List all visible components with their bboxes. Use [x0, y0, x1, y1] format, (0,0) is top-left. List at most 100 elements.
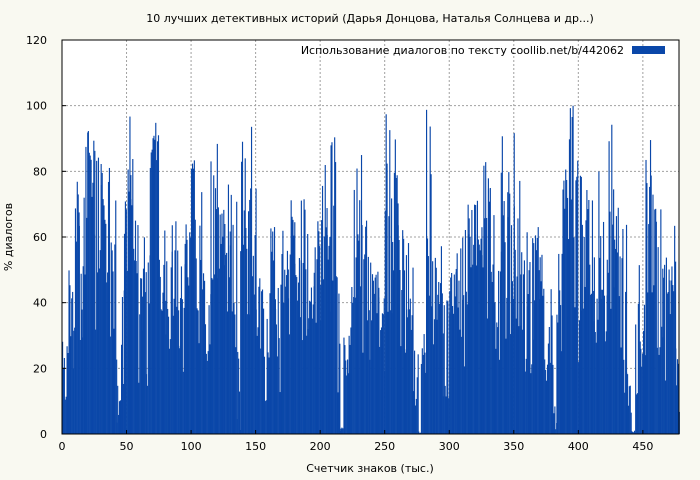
data-bar: [603, 295, 606, 434]
data-bar: [336, 277, 338, 434]
data-bar: [105, 223, 107, 434]
data-bar: [299, 317, 301, 434]
data-bar: [225, 254, 227, 434]
data-bar: [353, 189, 355, 434]
data-bar: [448, 398, 450, 434]
data-bar: [197, 310, 199, 434]
data-bar: [664, 264, 666, 434]
data-bar: [501, 136, 503, 434]
data-bar: [135, 260, 137, 434]
data-bar: [541, 254, 543, 434]
data-bar: [261, 291, 263, 434]
data-bar: [521, 252, 523, 434]
data-bar: [597, 319, 599, 434]
data-bar: [242, 244, 244, 434]
data-bar: [187, 277, 189, 434]
data-bar: [220, 243, 222, 434]
data-bar: [559, 305, 562, 434]
data-bar: [378, 287, 380, 434]
data-bar: [415, 398, 417, 434]
data-bar: [475, 265, 478, 434]
data-bar: [617, 207, 619, 434]
data-bar: [550, 289, 552, 434]
data-bar: [140, 278, 142, 434]
data-bar: [250, 188, 252, 434]
data-bar: [466, 304, 468, 434]
data-bar: [63, 357, 65, 434]
data-bar: [344, 345, 346, 434]
data-bar: [616, 252, 618, 434]
data-bar: [196, 308, 198, 434]
data-bar: [522, 274, 525, 434]
data-bar: [241, 161, 243, 435]
data-bar: [380, 330, 382, 434]
data-bar: [214, 274, 216, 434]
data-bar: [560, 351, 563, 434]
data-bar: [553, 413, 555, 434]
data-bar: [103, 205, 105, 434]
data-bar: [445, 396, 447, 434]
data-bar: [232, 224, 234, 434]
data-bar: [347, 373, 350, 434]
data-bar: [613, 287, 615, 434]
data-bar: [359, 200, 361, 434]
data-bar: [662, 268, 664, 434]
data-bar: [627, 405, 630, 434]
data-bar: [272, 231, 274, 434]
data-bar: [74, 327, 76, 434]
data-bar: [248, 211, 250, 434]
data-bar: [593, 257, 595, 434]
data-bar: [431, 306, 433, 434]
data-bar: [382, 314, 384, 434]
data-bar: [643, 304, 646, 434]
data-bar: [195, 258, 197, 434]
data-bar: [282, 230, 284, 434]
data-bar: [362, 352, 364, 434]
data-bar: [531, 364, 533, 434]
data-bar: [629, 385, 631, 434]
data-bar: [290, 200, 292, 434]
data-bar: [100, 185, 102, 434]
series-bars: [62, 105, 680, 435]
data-bar: [311, 318, 313, 434]
data-bar: [108, 167, 111, 434]
data-bar: [325, 227, 327, 434]
legend-label: Использование диалогов по тексту coollib…: [301, 44, 624, 57]
data-bar: [565, 169, 567, 435]
data-bar: [381, 313, 384, 434]
data-bar: [330, 145, 332, 434]
data-bar: [321, 220, 323, 434]
x-tick-label: 150: [245, 440, 266, 453]
data-bar: [449, 291, 451, 434]
data-bar: [240, 251, 242, 434]
data-bar: [522, 329, 524, 434]
data-bar: [625, 291, 627, 434]
data-bar: [371, 274, 374, 434]
data-bar: [335, 162, 337, 435]
data-bar: [353, 297, 355, 434]
chart-title: 10 лучших детективных историй (Дарья Дон…: [146, 12, 594, 25]
data-bar: [317, 221, 319, 434]
data-bar: [490, 271, 492, 434]
data-bar: [296, 277, 298, 434]
data-bar: [487, 188, 490, 434]
data-bar: [116, 422, 118, 434]
data-bar: [399, 270, 401, 434]
data-bar: [219, 214, 221, 434]
data-bar: [577, 160, 579, 435]
data-bar: [181, 299, 183, 434]
data-bar: [602, 289, 604, 434]
data-bar: [438, 281, 440, 434]
data-bar: [339, 430, 341, 434]
data-bar: [532, 238, 534, 434]
data-bar: [554, 406, 556, 434]
data-bar: [357, 234, 359, 434]
data-bar: [279, 392, 281, 434]
data-bar: [227, 184, 230, 434]
data-bar: [355, 257, 357, 434]
data-bar: [124, 201, 127, 434]
data-bar: [508, 172, 510, 435]
data-bar: [599, 257, 601, 434]
data-bar: [179, 348, 181, 434]
data-bar: [628, 386, 630, 434]
